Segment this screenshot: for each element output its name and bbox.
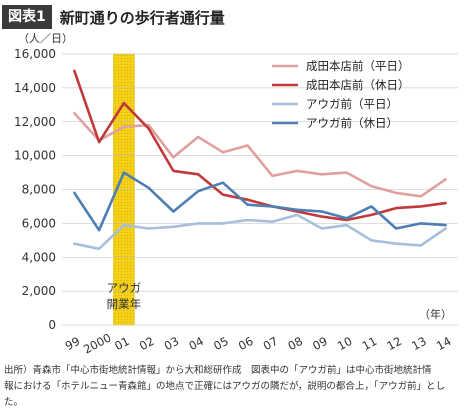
figure-title: 新町通りの歩行者通行量 xyxy=(59,8,225,27)
series-line-1 xyxy=(73,112,447,198)
legend-label: アウガ前（休日） xyxy=(306,116,398,130)
legend-label: 成田本店前（休日） xyxy=(306,78,410,92)
x-tick-label: 03 xyxy=(162,334,181,353)
source-caption: 出所）青森市「中心市街地統計情報」から大和総研作成 図表中の「アウガ前」は中心市… xyxy=(4,363,462,411)
x-tick-label: 13 xyxy=(409,334,428,353)
y-tick-label: 14,000 xyxy=(14,81,56,95)
x-tick-label: 11 xyxy=(360,334,379,353)
y-tick-label: 2,000 xyxy=(22,284,56,298)
series-line-2 xyxy=(73,69,447,222)
x-tick-label: 06 xyxy=(236,334,255,353)
caption-line-2: 報における「ホテルニュー青森館」の地点で正確にはアウガの隣だが，説明の都合上，「… xyxy=(4,381,446,392)
highlight-label-line-1: アウガ xyxy=(107,281,142,295)
x-tick-label: 04 xyxy=(186,334,205,353)
figure-badge: 図表1 xyxy=(2,5,52,29)
x-tick-label: 10 xyxy=(335,334,354,353)
series-line-4 xyxy=(73,171,447,232)
legend-label: 成田本店前（平日） xyxy=(306,59,410,73)
x-tick-label: 01 xyxy=(112,334,131,353)
y-tick-label: 8,000 xyxy=(22,183,56,197)
caption-line-1: 出所）青森市「中心市街地統計情報」から大和総研作成 図表中の「アウガ前」は中心市… xyxy=(4,365,432,376)
x-axis-unit: （年） xyxy=(419,307,452,321)
x-tick-label: 07 xyxy=(261,334,280,353)
caption-line-3: た。 xyxy=(4,397,24,408)
x-tick-label: 2000 xyxy=(81,330,113,356)
y-tick-label: 6,000 xyxy=(22,216,56,230)
legend-label: アウガ前（平日） xyxy=(306,97,398,111)
y-tick-label: 4,000 xyxy=(22,250,56,264)
line-chart: 0 2,000 4,000 6,000 8,000 10,000 12,000 14,000 1… xyxy=(14,32,458,357)
y-tick-label: 12,000 xyxy=(14,115,56,129)
x-tick-label: 08 xyxy=(285,334,304,353)
x-tick-label: 14 xyxy=(434,334,453,353)
figure-header: 図表1 新町通りの歩行者通行量 xyxy=(2,4,225,30)
y-axis-label: （人／日） xyxy=(18,32,73,45)
x-tick-label: 12 xyxy=(384,334,403,353)
y-tick-label: 0 xyxy=(48,318,56,332)
y-tick-label: 10,000 xyxy=(14,149,56,163)
x-tick-label: 09 xyxy=(310,334,329,353)
y-tick-label: 16,000 xyxy=(14,47,56,61)
series-line-3 xyxy=(73,213,447,251)
x-tick-label: 99 xyxy=(63,334,82,353)
x-tick-label: 02 xyxy=(137,334,156,353)
highlight-label-line-2: 開業年 xyxy=(107,297,142,311)
x-tick-label: 05 xyxy=(211,334,230,353)
